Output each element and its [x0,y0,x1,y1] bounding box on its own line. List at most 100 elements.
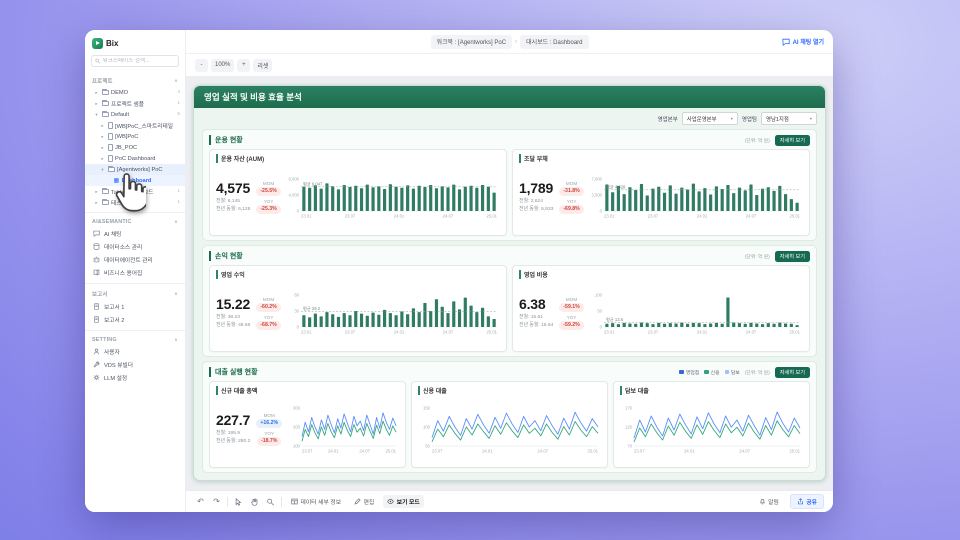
detail-button[interactable]: 자세히 보기 [774,134,810,146]
tree-chevron-icon[interactable]: ▸ [101,122,104,128]
division-select[interactable]: 사업운영본부 ▾ [681,112,738,125]
svg-text:23.01: 23.01 [604,330,615,335]
breadcrumb-workbook[interactable]: 워크북 : [Agentworks] PoC [430,34,513,49]
tree-item-10[interactable]: ▸ 테스트 1 [85,197,185,208]
tree-item-5[interactable]: ▸ JB_POC [85,142,185,153]
svg-text:50: 50 [597,309,602,314]
breadcrumb-dashboard[interactable]: 대시보드 : Dashboard [520,34,589,49]
undo-icon[interactable]: ↶ [197,496,204,506]
sidebar-item-llm-setting[interactable]: LLM 설정 [85,371,185,384]
edit-button[interactable]: 편집 [350,495,378,508]
sidebar-item-report-1[interactable]: 보고서 1 [85,300,185,313]
prev-year-value: 전년 동월: 280.2 [216,439,251,444]
tree-chevron-icon[interactable]: ▸ [95,199,98,205]
folder-icon [101,88,109,96]
tree-item-2[interactable]: ▾ Default 5 [85,109,185,120]
sidebar-item-vds[interactable]: VDS 뷰빌더 [85,358,185,371]
search-input[interactable] [102,58,175,64]
kpi-value: 227.7 [216,412,251,429]
redo-icon[interactable]: ↷ [213,496,220,506]
gear-icon [93,374,100,381]
svg-text:24.07: 24.07 [746,330,757,335]
tree-chevron-icon[interactable]: ▸ [95,100,98,106]
sidebar-item-business-glossary[interactable]: 비즈니스 용어집 [85,266,185,279]
sidebar-item-datasource[interactable]: 데이터소스 관리 [85,240,185,253]
pointer-tool-icon[interactable] [233,497,244,506]
search-icon [95,58,101,64]
detail-button[interactable]: 자세히 보기 [774,366,810,378]
zoom-reset-button[interactable]: 리셋 [253,58,273,72]
tree-item-4[interactable]: ▸ [WB]PoC [85,131,185,142]
detail-button[interactable]: 자세히 보기 [774,250,810,262]
data-detail-button[interactable]: 데이터 세부 정보 [287,495,345,508]
svg-text:24.01: 24.01 [697,330,708,335]
tree-chevron-icon[interactable]: ▸ [101,144,104,150]
tree-item-label: 테스트 [111,201,127,207]
mom-label: MOM [565,180,578,186]
svg-text:23.07: 23.07 [648,214,659,219]
sidebar-item-ai-chat[interactable]: AI 채팅 [85,227,185,240]
tree-item-1[interactable]: ▸ 프로젝트 샘플 1 [85,98,185,109]
section-header-projects[interactable]: 프로젝트 ∧ [92,78,178,85]
section-header-setting[interactable]: SETTING ∧ [92,337,178,343]
zoom-in-button[interactable]: + [237,58,251,72]
card-title: 영업 수익 [216,270,500,279]
chevron-up-icon: ∧ [174,291,178,296]
card-title: 운용 자산 (AUM) [216,154,500,163]
tree-chevron-icon[interactable]: ▾ [101,166,104,172]
folder-icon [101,99,109,107]
prev-month-value: 전월: 195.9 [216,431,240,437]
unit-label: (단위: 억 원) [744,138,770,144]
tree-chevron-icon[interactable]: ▸ [101,155,104,161]
report-icon [94,303,99,310]
tree-item-3[interactable]: ▸ [WB]PoC_스마트리테일 [85,120,185,131]
alarm-button[interactable]: 알림 [755,495,783,508]
zoom-tool-icon[interactable] [265,498,276,506]
sidebar-search[interactable] [91,55,179,67]
view-mode-button[interactable]: 보기 모드 [383,495,424,508]
unit-label: (단위: 억 원) [744,370,770,376]
tree-chevron-icon[interactable]: ▸ [95,89,98,95]
tree-chevron-icon[interactable]: ▸ [95,188,98,194]
tree-chevron-icon[interactable]: ▸ [101,133,104,139]
svg-text:25.01: 25.01 [386,449,397,454]
main-area: 워크북 : [Agentworks] PoC › 대시보드 : Dashboar… [186,30,833,512]
section-header-reports[interactable]: 보고서 ∧ [92,291,178,298]
svg-text:24.01: 24.01 [328,449,339,454]
tree-item-7[interactable]: ▾ [Agentworks] PoC [85,164,185,175]
team-select[interactable]: 영남1지점 ▾ [761,112,817,125]
tree-item-0[interactable]: ▸ DEMO 4 [85,87,185,98]
sidebar-item-report-2[interactable]: 보고서 2 [85,313,185,326]
tree-item-8[interactable]: ▦ Dashboard [85,175,185,186]
card-title: 신규 대출 총액 [216,386,399,395]
zoom-out-button[interactable]: - [195,58,208,72]
chart-svg: 60 30 023.01 23.07 24.01 24.07 25.01 평균 29.2 [294,293,497,335]
svg-text:25.01: 25.01 [790,449,801,454]
wrench-icon [93,361,100,368]
open-ai-chat-button[interactable]: AI 채팅 열기 [781,37,824,46]
mom-label: MOM [262,296,275,302]
item-count: 4 [177,90,180,95]
svg-text:23.07: 23.07 [432,449,443,454]
bell-icon [759,499,765,505]
svg-text:0: 0 [296,325,299,330]
tree-item-9[interactable]: ▸ Tableau 대시보드 1 [85,186,185,197]
yoy-badge: -59.2% [559,320,584,330]
app-logo[interactable]: Bix [85,30,185,53]
sidebar-item-users[interactable]: 사용자 [85,345,185,358]
tree-item-6[interactable]: ▸ PoC Dashboard [85,153,185,164]
project-tree: ▸ DEMO 4 ▸ 프로젝트 샘플 1 ▾ Default 5 ▸ [WB]PoC_스마트리테일 ▸… [85,87,185,208]
card-aum: 운용 자산 (AUM) 4,575 전월: 6,145 전년 동월: 6,128 [209,149,507,236]
sidebar-item-data-agent[interactable]: 데이터에이전트 관리 [85,253,185,266]
tree-item-label: 프로젝트 샘플 [111,102,144,108]
svg-text:150: 150 [423,406,431,411]
pan-tool-icon[interactable] [249,498,260,506]
tree-chevron-icon[interactable]: ▾ [95,111,98,117]
share-button[interactable]: 공유 [789,494,824,509]
loan-legend: 영업점 신용 담보 [679,369,740,376]
share-icon [797,498,803,505]
dashboard: 영업 실적 및 비용 효율 분석 영업본부 사업운영본부 ▾ 영업팀 영남1지점… [193,85,826,481]
prev-month-value: 전월: 6,145 [216,199,240,205]
section-header-ai-semantic[interactable]: AI&SEMANTIC ∧ [92,219,178,225]
svg-text:70: 70 [627,444,632,449]
